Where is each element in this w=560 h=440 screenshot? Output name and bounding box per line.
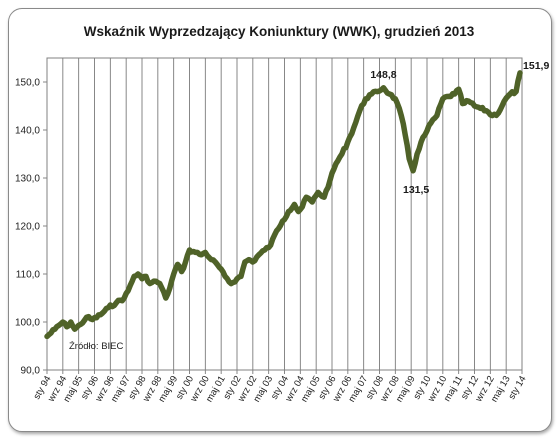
series-group bbox=[44, 70, 523, 340]
y-tick-label: 150,0 bbox=[15, 78, 40, 89]
plot-area-border bbox=[46, 57, 523, 371]
axes bbox=[46, 57, 523, 371]
y-axis-tick-labels: 90,0 100,0 110,0 120,0 130,0 140,0 150,0 bbox=[15, 78, 40, 377]
grid-lines bbox=[43, 58, 523, 374]
y-tick-label: 130,0 bbox=[15, 174, 40, 185]
y-tick-label: 90,0 bbox=[21, 366, 41, 377]
y-tick-label: 110,0 bbox=[16, 270, 41, 281]
series-line bbox=[44, 70, 523, 340]
data-label: 148,8 bbox=[370, 69, 396, 81]
data-label: 151,9 bbox=[523, 60, 549, 72]
annotations: 148,8 131,5 151,9 bbox=[370, 60, 549, 196]
chart-frame bbox=[8, 8, 552, 432]
source-note: Źródło: BIEC bbox=[69, 341, 124, 352]
chart-title: Wskaźnik Wyprzedzający Koniunktury (WWK)… bbox=[83, 24, 475, 39]
y-tick-label: 140,0 bbox=[15, 126, 40, 137]
y-tick-label: 100,0 bbox=[15, 318, 40, 329]
data-label: 131,5 bbox=[403, 184, 429, 196]
y-tick-label: 120,0 bbox=[15, 222, 40, 233]
